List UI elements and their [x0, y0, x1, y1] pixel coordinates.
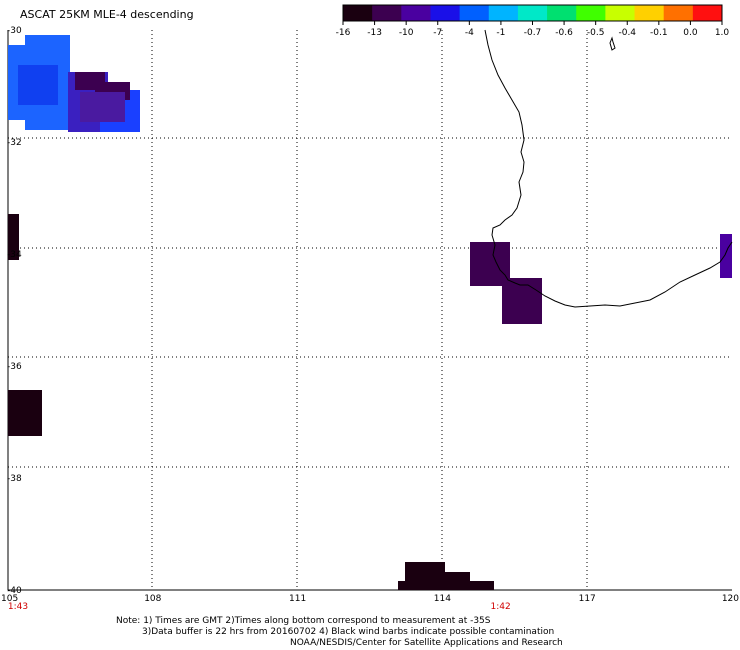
colorbar-segment: [459, 5, 490, 21]
coastline-path: [484, 29, 733, 308]
longitude-label: 105: [1, 594, 18, 604]
latitude-label: -38: [7, 474, 22, 484]
colorbar-segment: [517, 5, 548, 21]
longitude-label: 117: [579, 594, 596, 604]
latitude-label: -40: [7, 586, 22, 596]
coastline-path: [609, 36, 616, 51]
colorbar-label: -10: [399, 28, 414, 38]
colorbar-label: -16: [336, 28, 351, 38]
longitude-label: 111: [289, 594, 306, 604]
colorbar-label: -1: [496, 28, 505, 38]
longitude-label: 120: [722, 594, 739, 604]
latitude-label: -34: [7, 250, 22, 260]
latitude-label: -32: [7, 138, 22, 148]
map-title: ASCAT 25KM MLE-4 descending: [20, 8, 194, 21]
latitude-label: -36: [7, 362, 22, 372]
colorbar-segment: [372, 5, 402, 21]
colorbar-label: -0.5: [587, 28, 605, 38]
latitude-label: -30: [7, 26, 22, 36]
colorbar-segment: [576, 5, 606, 21]
colorbar-segment: [488, 5, 519, 21]
colorbar-label: -0.6: [555, 28, 573, 38]
colorbar: [342, 4, 723, 22]
colorbar-segment: [547, 5, 577, 21]
colorbar-labels: -16 -13 -10 -7 -4 -1 -0.7 -0.6 -0.5 -0.4 -0.1 0.0 1.…: [336, 21, 730, 38]
note-line-1: Note: 1) Times are GMT 2)Times along bot…: [116, 616, 491, 626]
colorbar-label: -0.7: [524, 28, 542, 38]
colorbar-segment: [692, 5, 723, 21]
colorbar-label: -4: [465, 28, 474, 38]
colorbar-label: 0.0: [683, 28, 698, 38]
colorbar-label: -0.4: [618, 28, 636, 38]
latitude-labels: -30 -32 -34 -36 -38 -40: [7, 26, 22, 596]
longitude-label: 114: [434, 594, 451, 604]
colorbar-segment: [430, 5, 461, 21]
time-label: 1:43: [8, 602, 28, 612]
colorbar-segment: [343, 5, 373, 21]
colorbar-label: -13: [367, 28, 382, 38]
colorbar-label: 1.0: [715, 28, 730, 38]
longitude-labels: 105 108 111 114 117 120: [1, 594, 739, 604]
note-line-2: 3)Data buffer is 22 hrs from 20160702 4)…: [142, 627, 555, 637]
data-cells: [8, 35, 732, 590]
longitude-label: 108: [144, 594, 161, 604]
time-labels: 1:43 1:42: [8, 602, 511, 612]
colorbar-segment: [401, 5, 431, 21]
colorbar-label: -0.1: [650, 28, 668, 38]
time-label: 1:42: [491, 602, 511, 612]
lat-lon-grid: [7, 30, 732, 591]
colorbar-segment: [634, 5, 665, 21]
colorbar-segment: [663, 5, 694, 21]
note-line-3: NOAA/NESDIS/Center for Satellite Applica…: [290, 638, 563, 648]
colorbar-label: -7: [433, 28, 442, 38]
colorbar-segment: [605, 5, 636, 21]
